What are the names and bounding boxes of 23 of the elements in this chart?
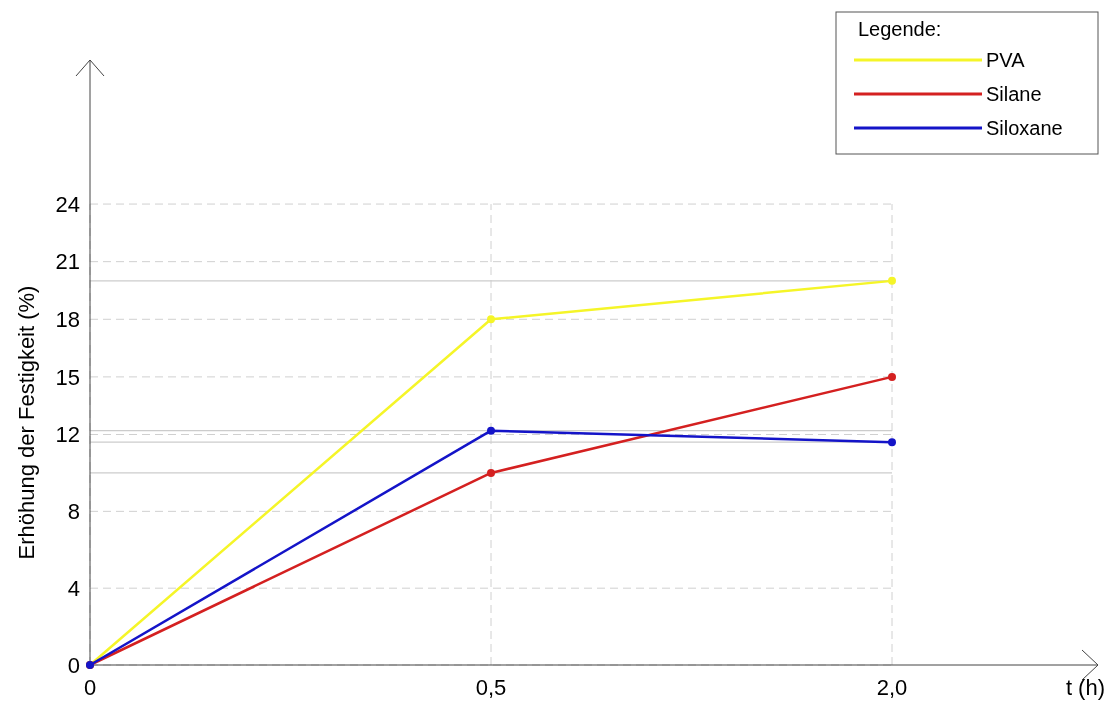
y-tick-label: 8	[67, 499, 80, 525]
point	[888, 276, 896, 285]
x-tick-label: 0,5	[475, 675, 507, 700]
text: t (h)	[1065, 675, 1105, 700]
text: Siloxane	[986, 117, 1063, 139]
point	[487, 315, 495, 324]
y-tick-label: 4	[67, 575, 80, 601]
y-tick-label: 24	[55, 191, 80, 217]
point	[487, 426, 495, 435]
text: Silane	[986, 83, 1042, 105]
legend-title: Legende:	[858, 18, 942, 40]
y-axis-title: Erhöhung der Festigkeit (%)	[14, 285, 39, 560]
y-tick-label: 21	[55, 249, 80, 275]
y-tick-label: 18	[55, 306, 80, 332]
y-tick-label: 12	[55, 422, 80, 448]
x-tick-label: 0	[83, 675, 97, 700]
y-tick-label: 15	[55, 364, 80, 390]
point	[487, 468, 495, 477]
point	[888, 372, 896, 381]
y-tick-label: 0	[67, 652, 80, 678]
x-tick-label: 2,0	[876, 675, 908, 700]
point	[888, 438, 896, 447]
text: PVA	[986, 49, 1026, 71]
